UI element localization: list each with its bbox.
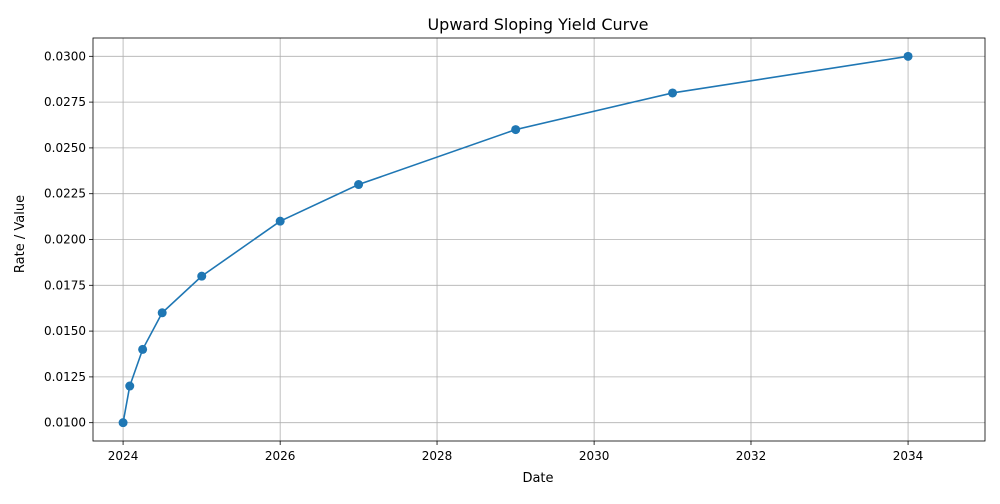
tick-labels: 2024 2026 2028 2030 2032 2034 0.0100 0.0125 0.01…: [44, 49, 923, 463]
y-tick-label: 0.0175: [44, 278, 86, 292]
data-point: [354, 180, 364, 190]
series-layer: [118, 51, 913, 428]
data-point: [197, 271, 207, 281]
plot-frame: [92, 37, 986, 442]
x-tick-label: 2024: [108, 449, 139, 463]
y-tick-label: 0.0250: [44, 141, 86, 155]
y-tick-label: 0.0225: [44, 187, 86, 201]
y-axis-label: Rate / Value: [13, 195, 28, 273]
data-point: [511, 125, 521, 135]
data-point: [903, 51, 913, 61]
axes: [89, 37, 986, 445]
data-point: [668, 88, 678, 98]
x-axis-label: Date: [522, 471, 553, 486]
data-point: [157, 308, 167, 318]
series-line: [122, 55, 909, 423]
data-point: [275, 216, 285, 226]
y-tick-label: 0.0100: [44, 416, 86, 430]
grid-lines: [93, 38, 985, 441]
y-tick-label: 0.0200: [44, 233, 86, 247]
y-tick-label: 0.0275: [44, 95, 86, 109]
y-tick-label: 0.0300: [44, 49, 86, 63]
x-tick-label: 2030: [579, 449, 610, 463]
chart-title: Upward Sloping Yield Curve: [427, 15, 648, 34]
data-point: [138, 344, 148, 354]
y-tick-label: 0.0150: [44, 324, 86, 338]
data-point: [118, 418, 128, 428]
y-tick-label: 0.0125: [44, 370, 86, 384]
x-tick-label: 2032: [736, 449, 767, 463]
x-tick-label: 2026: [265, 449, 296, 463]
data-point: [125, 381, 135, 391]
x-tick-label: 2028: [422, 449, 453, 463]
x-tick-label: 2034: [893, 449, 924, 463]
